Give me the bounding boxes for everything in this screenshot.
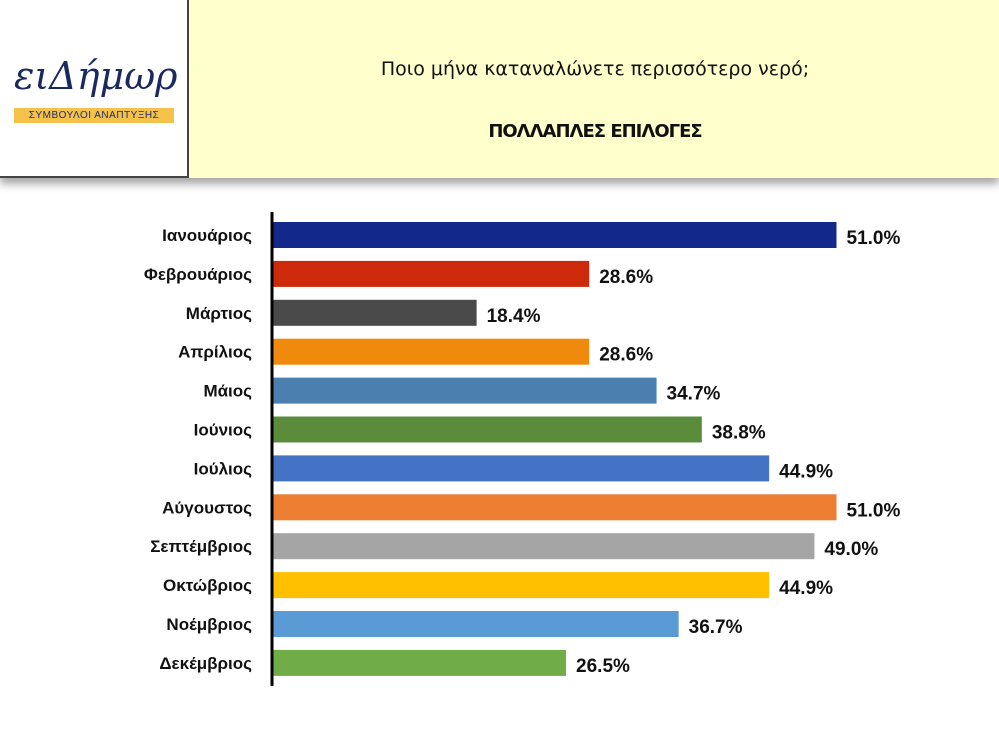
- question-title: Ποιο μήνα καταναλώνετε περισσότερο νερό;: [380, 58, 810, 80]
- bar: [273, 416, 702, 443]
- value-label: 28.6%: [599, 345, 653, 366]
- category-label: Μάιος: [203, 382, 252, 401]
- value-label: 51.0%: [847, 228, 901, 249]
- value-label: 34.7%: [667, 384, 721, 405]
- bar: [273, 260, 590, 287]
- question-subtitle: ΠΟΛΛΑΠΛΕΣ ΕΠΙΛΟΓΕΣ: [488, 121, 702, 142]
- bar: [273, 533, 815, 560]
- bar: [273, 494, 837, 521]
- bar: [273, 455, 770, 482]
- value-label: 44.9%: [779, 461, 833, 482]
- value-label: 18.4%: [487, 306, 541, 327]
- value-label: 51.0%: [847, 500, 901, 521]
- category-label: Αύγουστος: [162, 498, 252, 517]
- category-label: Μάρτιος: [186, 304, 252, 323]
- logo: ειΔήμωρ ΣΥΜΒΟΥΛΟΙ ΑΝΑΠΤΥΞΗΣ: [0, 0, 189, 178]
- logo-tagline: ΣΥΜΒΟΥΛΟΙ ΑΝΑΠΤΥΞΗΣ: [14, 108, 174, 123]
- value-label: 49.0%: [824, 539, 878, 560]
- bar: [273, 222, 837, 248]
- bar: [273, 611, 679, 637]
- bar: [273, 299, 477, 326]
- bar: [273, 649, 567, 676]
- value-label: 36.7%: [689, 617, 743, 638]
- category-label: Φεβρουάριος: [144, 265, 252, 284]
- category-label: Νοέμβριος: [166, 615, 252, 634]
- category-label: Οκτώβριος: [163, 576, 252, 595]
- value-label: 38.8%: [712, 423, 766, 444]
- category-label: Ιούνιος: [194, 421, 253, 440]
- value-label: 26.5%: [576, 656, 630, 677]
- value-label: 28.6%: [599, 267, 653, 288]
- bar: [273, 338, 590, 365]
- category-label: Απρίλιος: [178, 343, 252, 362]
- header-banner: ειΔήμωρ ΣΥΜΒΟΥΛΟΙ ΑΝΑΠΤΥΞΗΣ Ποιο μήνα κα…: [0, 0, 999, 178]
- value-label: 44.9%: [779, 578, 833, 599]
- category-label: Δεκέμβριος: [159, 654, 252, 673]
- category-label: Ιανουάριος: [162, 226, 252, 245]
- bar: [273, 377, 657, 404]
- category-label: Ιούλιος: [194, 459, 253, 478]
- logo-wordmark: ειΔήμωρ: [14, 54, 178, 98]
- category-label: Σεπτέμβριος: [150, 537, 252, 556]
- bar: [273, 572, 770, 599]
